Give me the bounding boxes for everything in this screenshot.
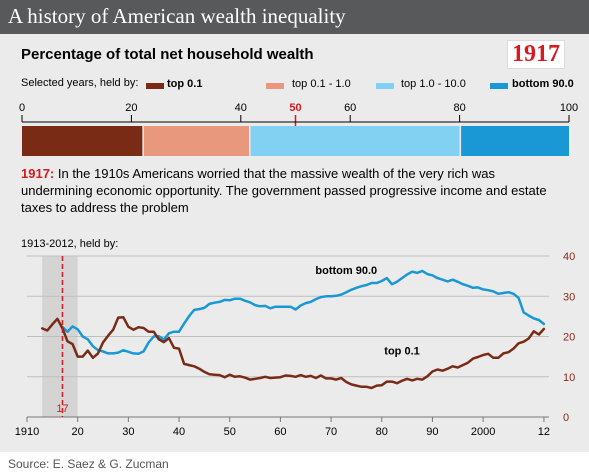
x-tick-label-1940: 40 xyxy=(173,426,185,438)
series-annotation-bottom-90-0: bottom 90.0 xyxy=(315,265,377,277)
legend-label: Selected years, held by: xyxy=(21,77,139,89)
legend-swatch-top-0-1 xyxy=(146,83,164,89)
y-tick-label-0: 0 xyxy=(563,412,569,424)
description-text: In the 1910s Americans worried that the … xyxy=(21,166,547,215)
x-tick-label-1990: 90 xyxy=(426,426,438,438)
bar-tick-label-40: 40 xyxy=(235,102,247,114)
selected-year-marker-label: 17 xyxy=(56,403,68,415)
x-tick-label-1960: 60 xyxy=(274,426,286,438)
title-bar: A history of American wealth inequality xyxy=(0,0,589,34)
stacked-bar-chart: 0 20 40 50 60 80 100 xyxy=(19,102,578,156)
source-bar: Source: E. Saez & G. Zucman xyxy=(0,452,589,476)
series-line-top-0-1 xyxy=(40,315,546,390)
line-chart-label: 1913-2012, held by: xyxy=(21,238,119,250)
description-year: 1917: xyxy=(21,166,55,181)
bar-tick-label-20: 20 xyxy=(125,102,137,114)
bar-tick-label-50: 50 xyxy=(289,102,301,114)
x-tick-label-1970: 70 xyxy=(325,426,337,438)
x-tick-label-1930: 30 xyxy=(122,426,134,438)
source-note: Source: E. Saez & G. Zucman xyxy=(8,457,169,471)
series-line-bottom-90-0 xyxy=(61,269,546,356)
bar-segment-bottom-90-0 xyxy=(461,126,569,156)
x-tick-label-1920: 20 xyxy=(72,426,84,438)
legend-swatch-bottom-90 xyxy=(490,83,508,89)
x-tick-label-2000: 2000 xyxy=(471,426,495,438)
y-tick-label-20: 20 xyxy=(563,332,575,344)
chart-subtitle: Percentage of total net household wealth xyxy=(21,46,314,63)
line-chart: 0 10 20 30 40 1910 20 30 40 50 60 70 80 90 2000 12 17 bot… xyxy=(15,251,575,438)
y-tick-label-40: 40 xyxy=(563,251,575,263)
year-description: 1917: In the 1910s Americans worried tha… xyxy=(21,165,569,216)
x-tick-label-1950: 50 xyxy=(224,426,236,438)
x-tick-label-2012: 12 xyxy=(538,426,550,438)
x-tick-label-1910: 1910 xyxy=(15,426,39,438)
legend-item-bottom-90[interactable]: bottom 90.0 xyxy=(512,78,574,90)
legend-swatch-top-1-10 xyxy=(376,83,394,89)
legend-item-top-0-1-1-0[interactable]: top 0.1 - 1.0 xyxy=(292,78,351,90)
bar-tick-label-100: 100 xyxy=(560,102,578,114)
legend-swatch-top-0-1-1-0 xyxy=(266,83,284,89)
bar-tick-label-0: 0 xyxy=(19,102,25,114)
bar-segment-top-1-0-10-0 xyxy=(250,126,460,156)
bar-tick-label-60: 60 xyxy=(344,102,356,114)
bar-tick-label-80: 80 xyxy=(453,102,465,114)
x-tick-label-1980: 80 xyxy=(376,426,388,438)
series-annotation-top-0-1: top 0.1 xyxy=(384,346,419,358)
page-title: A history of American wealth inequality xyxy=(8,4,346,28)
y-tick-label-30: 30 xyxy=(563,291,575,303)
chart-panel xyxy=(0,34,589,452)
legend-item-top-1-10[interactable]: top 1.0 - 10.0 xyxy=(401,78,466,90)
y-tick-label-10: 10 xyxy=(563,372,575,384)
legend-item-top-0-1[interactable]: top 0.1 xyxy=(167,78,203,90)
bar-segment-top-0-1-1-0 xyxy=(143,126,250,156)
selected-year-badge[interactable]: 1917 xyxy=(507,40,565,69)
bar-segment-top-0-1 xyxy=(22,126,143,156)
